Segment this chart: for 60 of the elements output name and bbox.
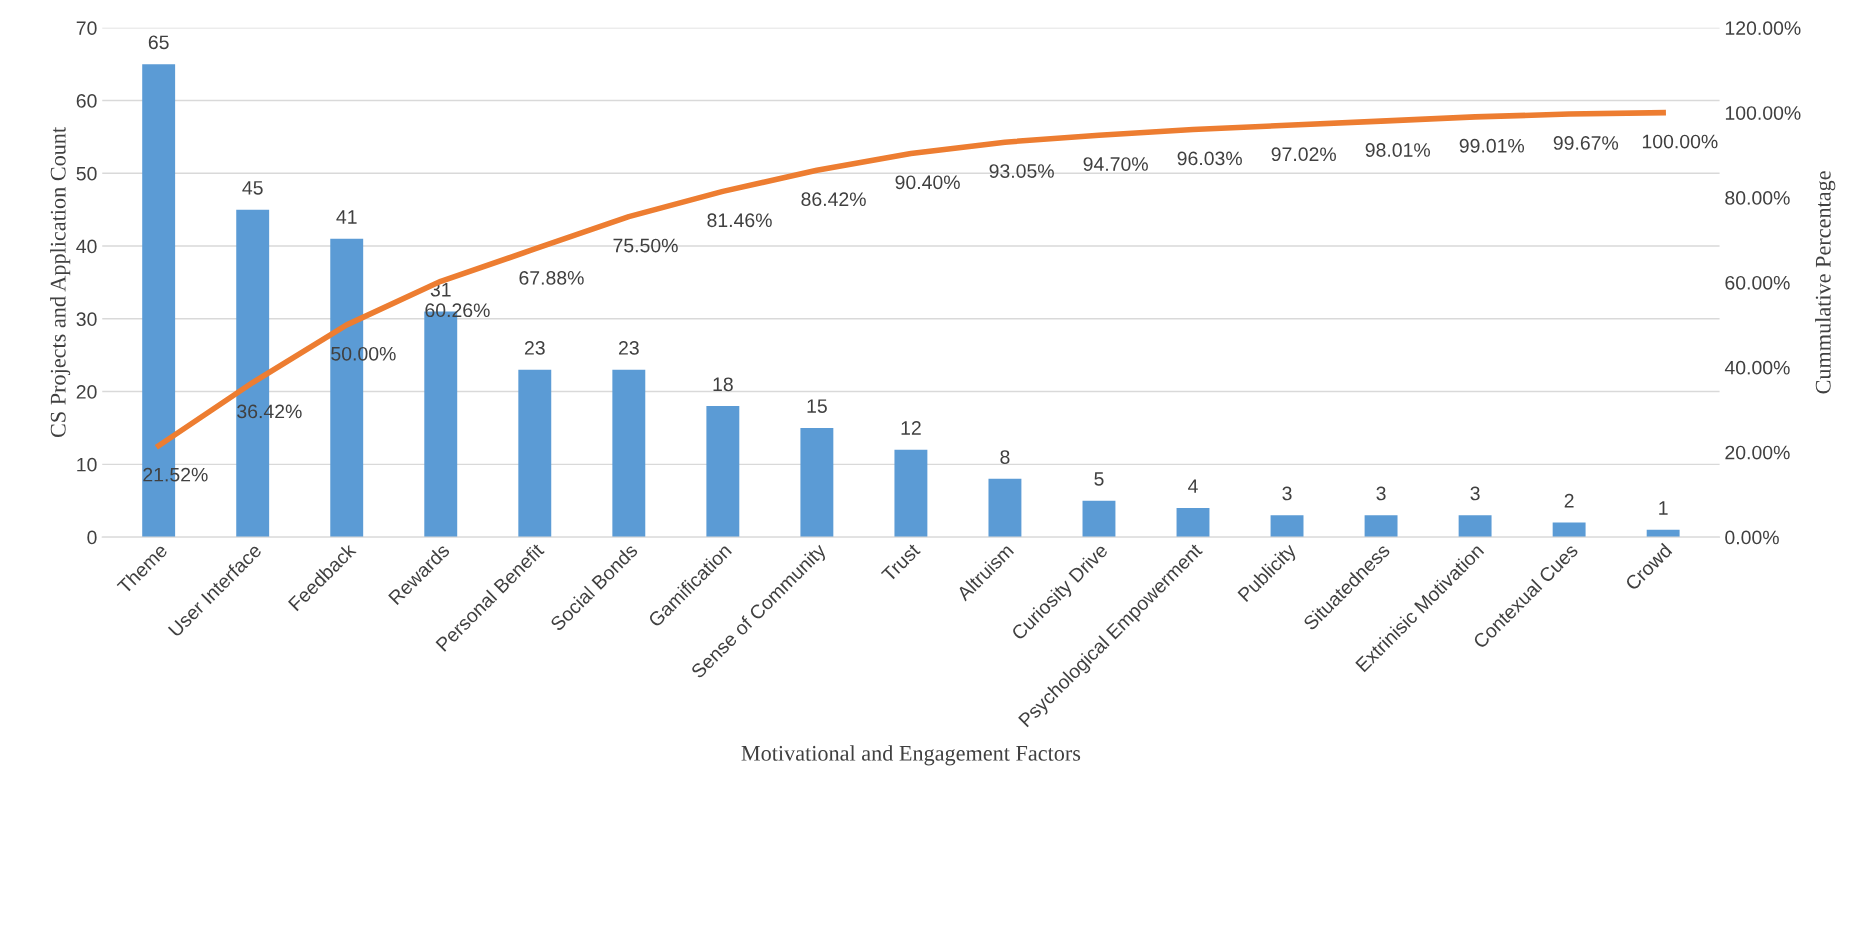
data-label: 3 (1470, 486, 1480, 501)
y2-tick-label: 0.00% (1725, 530, 1779, 545)
y-tick-label: 30 (76, 312, 97, 327)
y-tick-label: 0 (87, 530, 97, 545)
data-label: 100.00% (1642, 134, 1718, 149)
data-label: 97.02% (1271, 147, 1336, 162)
data-label: 15 (807, 399, 827, 413)
data-label: 23 (524, 341, 545, 355)
data-label: 18 (713, 377, 733, 392)
y2-tick-label: 120.00% (1725, 21, 1801, 36)
data-label: 81.46% (707, 213, 772, 228)
data-label: 3 (1282, 486, 1292, 501)
data-label: 96.03% (1177, 151, 1242, 166)
bar (894, 449, 928, 538)
bar (1552, 522, 1586, 538)
data-label: 41 (336, 210, 357, 224)
y-tick-label: 40 (76, 239, 97, 254)
data-label: 45 (242, 181, 263, 195)
data-label: 4 (1188, 479, 1198, 493)
y2-tick-label: 60.00% (1725, 275, 1790, 290)
data-label: 86.42% (801, 192, 866, 207)
data-label: 93.05% (989, 164, 1054, 178)
data-label: 1 (1659, 501, 1668, 515)
data-label: 8 (1000, 450, 1010, 464)
bar (518, 369, 552, 538)
bar (1458, 515, 1492, 538)
bar (1270, 515, 1304, 538)
data-label: 3 (1376, 486, 1386, 501)
y-axis-title: CS Projects and Application Count (50, 127, 71, 438)
y-tick-label: 60 (76, 94, 97, 108)
x-axis-title: Motivational and Engagement Factors (741, 745, 1081, 766)
data-label: 23 (618, 341, 639, 355)
y2-axis-title: Cummulative Percentage (1815, 171, 1836, 394)
bar (988, 478, 1022, 538)
data-label: 12 (901, 421, 921, 435)
y2-tick-label: 20.00% (1725, 445, 1790, 460)
data-label: 99.67% (1553, 136, 1619, 150)
data-label: 99.01% (1459, 138, 1525, 153)
bar (1176, 507, 1210, 538)
bar (706, 406, 740, 538)
y2-tick-label: 100.00% (1725, 106, 1801, 120)
data-label: 94.70% (1083, 157, 1148, 171)
y-tick-label: 50 (76, 166, 97, 181)
data-label: 60.26% (425, 303, 490, 318)
data-label: 90.40% (895, 175, 960, 190)
y2-tick-label: 40.00% (1724, 360, 1790, 375)
data-label: 5 (1094, 472, 1104, 486)
data-label: 75.50% (613, 238, 678, 253)
bar (800, 427, 834, 538)
data-label: 67.88% (519, 270, 584, 285)
bar (1082, 500, 1116, 538)
y-tick-label: 20 (76, 385, 97, 399)
bar (1364, 515, 1398, 538)
data-label: 98.01% (1365, 143, 1431, 157)
data-label: 2 (1564, 493, 1574, 508)
bar (612, 369, 646, 538)
y-tick-label: 10 (77, 457, 97, 472)
y2-tick-label: 80.00% (1725, 191, 1790, 205)
y-tick-label: 70 (76, 21, 97, 36)
data-label: 65 (148, 35, 169, 50)
